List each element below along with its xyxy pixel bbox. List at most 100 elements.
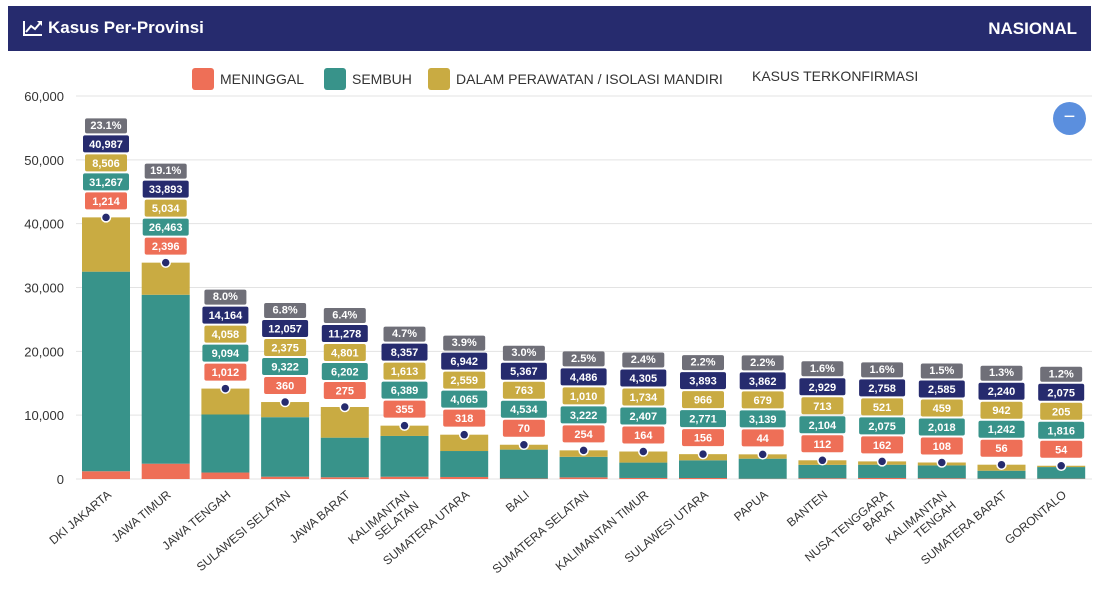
- data-label-percent: 6.8%: [273, 305, 298, 317]
- legend-label-sembuh: SEMBUH: [352, 71, 412, 87]
- data-label-meninggal: 1,214: [92, 196, 120, 208]
- data-label-dalam-perawatan-box: [622, 388, 665, 406]
- x-tick-label: GORONTALO: [1002, 488, 1069, 547]
- x-tick-label-group: PAPUA: [731, 488, 770, 524]
- confirmed-point: [339, 401, 351, 413]
- data-label-kasus-terkonfirmasi-box: [799, 378, 846, 396]
- bar-segment-sembuh: [1037, 467, 1086, 479]
- data-label-kasus-terkonfirmasi-box: [739, 372, 786, 390]
- confirmed-point: [936, 457, 948, 468]
- data-label-dalam-perawatan: 2,375: [271, 343, 299, 355]
- bar-segment-sembuh: [858, 464, 907, 478]
- legend-item-meninggal[interactable]: MENINGGAL: [192, 68, 304, 90]
- data-label-dalam-perawatan: 8,506: [92, 158, 120, 170]
- data-label-dalam-perawatan-box: [562, 387, 605, 405]
- data-label-dalam-perawatan-box: [1040, 402, 1083, 420]
- scope-label[interactable]: NASIONAL: [988, 19, 1077, 38]
- x-tick-label: JAWA TIMUR: [109, 487, 174, 545]
- data-label-dalam-perawatan: 459: [933, 403, 951, 415]
- confirmed-point: [996, 459, 1007, 470]
- x-tick-label: DKI JAKARTA: [47, 488, 114, 548]
- x-tick-label: SUMATERA SELATAN: [490, 488, 592, 577]
- data-label-percent: 2.2%: [690, 357, 715, 369]
- data-label-percent-box: [144, 163, 187, 179]
- confirmed-point: [578, 445, 589, 456]
- data-label-kasus-terkonfirmasi: 4,305: [630, 373, 658, 385]
- data-label-kasus-terkonfirmasi-box: [918, 380, 965, 398]
- data-label-kasus-terkonfirmasi: 12,057: [268, 324, 302, 336]
- data-label-percent: 2.2%: [750, 357, 775, 369]
- data-label-meninggal-box: [383, 400, 426, 418]
- confirmed-point: [458, 429, 470, 440]
- data-label-percent-box: [920, 363, 963, 379]
- data-label-dalam-perawatan-box: [144, 199, 187, 217]
- data-label-dalam-perawatan-box: [383, 362, 426, 380]
- data-label-meninggal: 2,396: [152, 241, 180, 253]
- confirmed-point: [399, 420, 410, 431]
- data-label-meninggal-box: [562, 425, 605, 443]
- confirmed-point: [100, 212, 112, 223]
- bar-segment-sembuh: [261, 417, 310, 477]
- data-label-sembuh: 31,267: [89, 177, 123, 189]
- y-tick-label: 60,000: [24, 89, 64, 104]
- data-label-percent: 6.4%: [332, 310, 357, 322]
- data-label-kasus-terkonfirmasi: 2,929: [809, 382, 837, 394]
- data-label-percent-box: [1040, 366, 1083, 382]
- bar-segment-dalam: [82, 217, 130, 272]
- data-label-percent: 1.5%: [929, 365, 954, 377]
- data-label-meninggal-box: [144, 237, 187, 255]
- data-label-sembuh: 2,407: [630, 411, 658, 423]
- data-label-dalam-perawatan: 763: [515, 385, 533, 397]
- data-label-kasus-terkonfirmasi-box: [321, 325, 368, 343]
- data-label-sembuh-box: [142, 218, 189, 236]
- data-label-meninggal-box: [1040, 440, 1083, 458]
- data-label-meninggal-box: [443, 409, 486, 427]
- bar-segment-sembuh: [499, 449, 548, 479]
- data-label-meninggal-box: [920, 437, 963, 455]
- data-label-meninggal-box: [502, 419, 545, 437]
- data-label-percent-box: [861, 362, 904, 378]
- data-label-percent: 1.6%: [870, 364, 895, 376]
- bar-segment-sembuh: [917, 465, 966, 479]
- chart-header: Kasus Per-Provinsi NASIONAL: [8, 6, 1091, 51]
- x-tick-label-group: BALI: [503, 488, 532, 515]
- bar-segment-dalam: [619, 451, 668, 463]
- data-label-percent: 1.6%: [810, 363, 835, 375]
- zoom-out-button[interactable]: −: [1053, 102, 1086, 135]
- bar-segment-meninggal: [798, 478, 847, 479]
- legend-item-kasus-terkonfirmasi[interactable]: KASUS TERKONFIRMASI: [752, 68, 918, 84]
- data-label-kasus-terkonfirmasi: 2,240: [988, 386, 1016, 398]
- data-label-kasus-terkonfirmasi-box: [202, 306, 249, 324]
- data-label-dalam-perawatan-box: [741, 391, 784, 409]
- x-tick-label-group: DKI JAKARTA: [47, 488, 114, 548]
- legend-label-dalam-perawatan: DALAM PERAWATAN / ISOLASI MANDIRI: [456, 71, 723, 87]
- data-label-sembuh-box: [620, 407, 667, 425]
- data-label-sembuh-box: [381, 381, 428, 399]
- confirmed-point: [279, 396, 291, 408]
- data-label-sembuh-box: [321, 363, 368, 381]
- x-tick-label-group: GORONTALO: [1002, 488, 1069, 547]
- legend-item-dalam-perawatan[interactable]: DALAM PERAWATAN / ISOLASI MANDIRI: [428, 68, 723, 90]
- data-label-dalam-perawatan: 4,058: [212, 329, 240, 341]
- data-label-meninggal: 1,012: [212, 367, 240, 379]
- data-label-kasus-terkonfirmasi: 14,164: [209, 310, 244, 322]
- bar-segment-meninggal: [261, 476, 310, 479]
- data-label-percent-box: [622, 352, 665, 368]
- data-label-percent: 23.1%: [90, 120, 121, 132]
- bar-segment-sembuh: [320, 437, 369, 478]
- legend-label-kasus-terkonfirmasi: KASUS TERKONFIRMASI: [752, 68, 919, 84]
- data-label-sembuh-box: [739, 410, 786, 428]
- x-tick-label-group: SUMATERA SELATAN: [490, 488, 592, 577]
- data-label-meninggal-box: [85, 192, 127, 210]
- data-label-dalam-perawatan: 205: [1052, 406, 1070, 418]
- legend-item-sembuh[interactable]: SEMBUH: [324, 68, 412, 90]
- data-label-dalam-perawatan: 713: [813, 401, 831, 413]
- data-label-percent-box: [502, 345, 545, 361]
- data-label-kasus-terkonfirmasi: 11,278: [328, 329, 361, 341]
- data-label-sembuh: 26,463: [149, 222, 183, 234]
- confirmed-point: [1055, 460, 1067, 472]
- bar-segment-meninggal: [201, 472, 250, 479]
- data-label-kasus-terkonfirmasi-box: [441, 352, 488, 370]
- data-label-dalam-perawatan: 1,010: [570, 391, 598, 403]
- data-label-dalam-perawatan: 1,613: [391, 366, 419, 378]
